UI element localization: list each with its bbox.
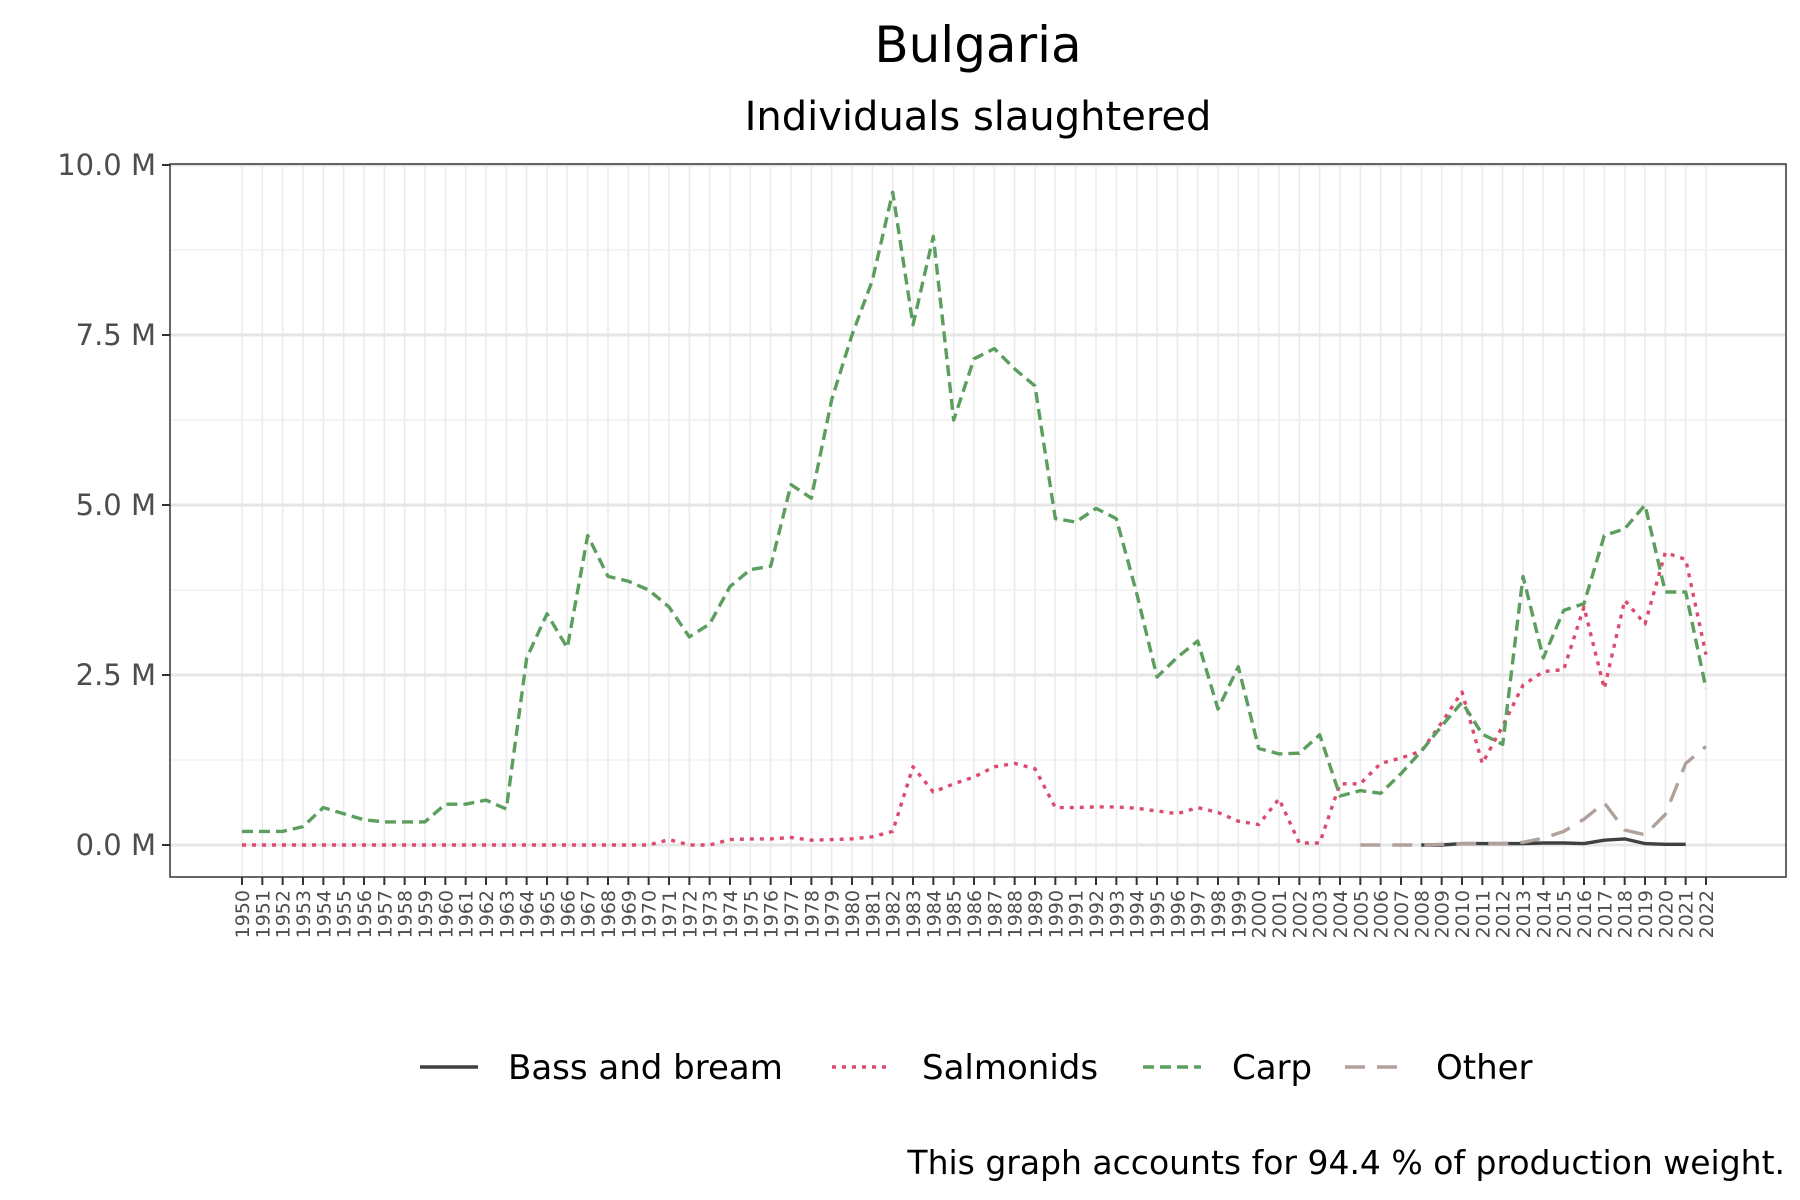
x-tick-label: 1962: [476, 890, 498, 938]
x-tick-label: 1965: [537, 890, 559, 938]
y-tick-label: 0.0 M: [76, 828, 156, 862]
x-tick-label: 1979: [822, 890, 844, 938]
plot-panel: [170, 164, 1786, 877]
x-tick-label: 1984: [923, 890, 945, 938]
x-tick-label: 1972: [679, 890, 701, 938]
x-tick-label: 2013: [1513, 890, 1535, 938]
x-tick-label: 1959: [415, 890, 437, 938]
x-tick-label: 2000: [1249, 890, 1271, 938]
x-tick-label: 1969: [618, 890, 640, 938]
x-tick-label: 1986: [964, 890, 986, 938]
x-tick-label: 1977: [781, 890, 803, 938]
chart-caption: This graph accounts for 94.4 % of produc…: [906, 1143, 1785, 1182]
x-tick-label: 1952: [273, 890, 295, 938]
x-tick-label: 2010: [1452, 890, 1474, 938]
x-tick-label: 1992: [1086, 890, 1108, 938]
x-tick-label: 1988: [1005, 890, 1027, 938]
x-tick-label: 1955: [334, 890, 356, 938]
legend-label: Carp: [1232, 1048, 1312, 1088]
x-tick-label: 2008: [1411, 890, 1433, 938]
y-tick-label: 2.5 M: [76, 658, 156, 692]
x-tick-label: 1980: [842, 890, 864, 938]
x-tick-label: 2005: [1350, 890, 1372, 938]
x-tick-label: 1954: [313, 890, 335, 938]
x-axis: 1950195119521953195419551956195719581959…: [232, 877, 1718, 938]
x-tick-label: 1989: [1025, 890, 1047, 938]
x-tick-label: 2009: [1432, 890, 1454, 938]
x-tick-label: 1957: [374, 890, 396, 938]
x-tick-label: 1973: [700, 890, 722, 938]
series-line-other: [1360, 745, 1708, 847]
x-tick-label: 1997: [1188, 890, 1210, 938]
x-tick-label: 1966: [557, 890, 579, 938]
y-tick-label: 5.0 M: [76, 488, 156, 522]
x-tick-label: 1985: [944, 890, 966, 938]
x-tick-label: 2019: [1635, 890, 1657, 938]
x-tick-label: 2017: [1594, 890, 1616, 938]
x-tick-label: 1958: [395, 890, 417, 938]
x-tick-label: 1978: [801, 890, 823, 938]
x-tick-label: 1968: [598, 890, 620, 938]
x-tick-label: 1974: [720, 890, 742, 938]
x-tick-label: 1976: [761, 890, 783, 938]
x-tick-label: 2006: [1371, 890, 1393, 938]
chart-title: Bulgaria: [874, 16, 1081, 74]
x-tick-label: 1995: [1147, 890, 1169, 938]
x-tick-label: 2001: [1269, 890, 1291, 938]
x-tick-label: 1964: [517, 890, 539, 938]
x-tick-label: 1982: [883, 890, 905, 938]
series-lines: [242, 190, 1708, 847]
x-tick-label: 2020: [1655, 890, 1677, 938]
x-tick-label: 2011: [1472, 890, 1494, 938]
x-tick-label: 2003: [1310, 890, 1332, 938]
series-line-carp: [242, 190, 1708, 834]
x-tick-label: 1987: [984, 890, 1006, 938]
x-tick-label: 2015: [1554, 890, 1576, 938]
x-tick-label: 2002: [1289, 890, 1311, 938]
x-tick-label: 1975: [740, 890, 762, 938]
x-tick-label: 1999: [1228, 890, 1250, 938]
grid: [170, 163, 1786, 877]
x-tick-label: 2007: [1391, 890, 1413, 938]
x-tick-label: 2014: [1533, 890, 1555, 938]
x-tick-label: 1961: [456, 890, 478, 938]
legend-label: Other: [1436, 1048, 1533, 1088]
x-tick-label: 2021: [1676, 890, 1698, 938]
x-tick-label: 1998: [1208, 890, 1230, 938]
x-tick-label: 1981: [862, 890, 884, 938]
series-line-salmonids: [242, 550, 1708, 847]
x-tick-label: 1983: [903, 890, 925, 938]
x-tick-label: 1950: [232, 890, 254, 938]
x-tick-label: 1994: [1127, 890, 1149, 938]
x-tick-label: 1993: [1106, 890, 1128, 938]
x-tick-label: 2018: [1615, 890, 1637, 938]
x-tick-label: 1991: [1066, 890, 1088, 938]
legend-label: Bass and bream: [508, 1048, 783, 1088]
x-tick-label: 2022: [1696, 890, 1718, 938]
x-tick-label: 1970: [639, 890, 661, 938]
x-tick-label: 1996: [1167, 890, 1189, 938]
y-axis: 0.0 M 2.5 M 5.0 M 7.5 M 10.0 M: [57, 148, 170, 862]
x-tick-label: 1951: [252, 890, 274, 938]
x-tick-label: 2004: [1330, 890, 1352, 938]
legend-label: Salmonids: [922, 1048, 1098, 1088]
x-tick-label: 1967: [578, 890, 600, 938]
plot-panel-border: [169, 163, 1787, 878]
x-tick-label: 1990: [1045, 890, 1067, 938]
y-tick-label: 10.0 M: [57, 148, 156, 182]
x-tick-label: 1963: [496, 890, 518, 938]
x-tick-label: 2016: [1574, 890, 1596, 938]
x-tick-label: 1956: [354, 890, 376, 938]
chart-subtitle: Individuals slaughtered: [745, 94, 1212, 140]
legend: Bass and bream Salmonids Carp Other: [420, 1048, 1533, 1088]
x-tick-label: 1971: [659, 890, 681, 938]
x-tick-label: 2012: [1493, 890, 1515, 938]
y-tick-label: 7.5 M: [76, 318, 156, 352]
x-tick-label: 1960: [435, 890, 457, 938]
x-tick-label: 1953: [293, 890, 315, 938]
